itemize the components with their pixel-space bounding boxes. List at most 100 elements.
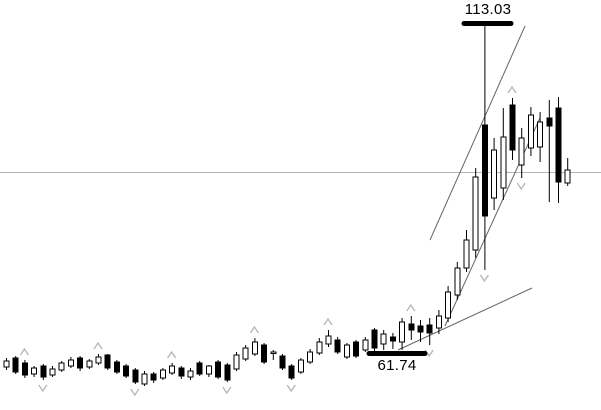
candle (426, 317, 433, 346)
candle (261, 343, 268, 365)
fractal-up-icon (249, 325, 259, 334)
candle-body (353, 341, 360, 357)
candle-body (325, 335, 332, 345)
candle-body (408, 323, 415, 331)
candle (150, 371, 157, 383)
candle-body (178, 367, 185, 377)
fractal-down-icon (38, 384, 48, 393)
candle (408, 316, 415, 341)
fractal-down-icon (222, 386, 232, 395)
candle-body (159, 369, 166, 379)
candle (104, 354, 111, 370)
candle-body (288, 365, 295, 379)
candle-body (343, 344, 350, 358)
candle (399, 317, 406, 350)
candle-body (150, 373, 157, 381)
candle-body (21, 362, 28, 376)
candle (527, 107, 534, 156)
fractal-up-icon (93, 341, 103, 350)
candle-body (187, 370, 194, 378)
candle-body (307, 351, 314, 363)
candle (343, 343, 350, 359)
candle-body (261, 344, 268, 363)
candle-body (316, 341, 323, 354)
candle-body (297, 359, 304, 373)
fractal-down-icon (516, 182, 526, 191)
candle-body (49, 368, 56, 376)
fractal-up-icon (323, 317, 333, 326)
candle-body (251, 341, 258, 355)
candle (564, 157, 571, 186)
candle-body (380, 333, 387, 345)
candle (242, 345, 249, 361)
candle (500, 107, 507, 200)
candle-body (417, 325, 424, 333)
candle-body (86, 360, 93, 368)
candle-body (279, 355, 286, 369)
candle (362, 336, 369, 352)
candle-body (509, 104, 516, 151)
candles-layer (3, 23, 571, 387)
candle-body (104, 354, 111, 369)
candle-body (389, 336, 396, 342)
candle-body (463, 239, 470, 269)
support-trendline[interactable] (397, 287, 533, 351)
candle-body (242, 347, 249, 360)
candle (307, 349, 314, 365)
candle (555, 96, 562, 204)
candle (77, 356, 84, 372)
candle (159, 367, 166, 381)
candle-body (132, 369, 139, 383)
candle-body (40, 365, 47, 378)
candle (67, 356, 74, 368)
candle (58, 360, 65, 372)
high-price-label[interactable]: 113.03 (464, 1, 512, 18)
candle (215, 360, 222, 379)
candle (537, 111, 544, 162)
candle-body (518, 137, 525, 166)
candle-body (371, 329, 378, 349)
candle-body (555, 107, 562, 183)
candle-body (546, 117, 553, 127)
low-price-label[interactable]: 61.74 (377, 357, 417, 374)
candle-body (205, 365, 212, 375)
candle (132, 367, 139, 385)
candle-body (123, 365, 130, 377)
candle-body (481, 124, 488, 217)
candle (3, 358, 10, 370)
candle-body (472, 176, 479, 251)
candle (417, 319, 424, 342)
candle (251, 338, 258, 357)
candle (371, 327, 378, 352)
candle (205, 365, 212, 377)
candle-body (58, 362, 65, 371)
candle (21, 360, 28, 379)
candle (95, 354, 102, 366)
channel-upper-trendline[interactable] (429, 25, 526, 241)
candle-body (77, 357, 84, 369)
candle-body (196, 362, 203, 375)
candle (454, 262, 461, 300)
candle-body (500, 136, 507, 189)
candle-body (491, 149, 498, 199)
candle (288, 364, 295, 381)
candle-body (426, 324, 433, 334)
fractal-down-icon (130, 388, 140, 397)
candle-body (95, 356, 102, 364)
candle (196, 360, 203, 376)
candle (178, 365, 185, 379)
candle-body (141, 373, 148, 385)
candle (435, 310, 442, 335)
candle (353, 340, 360, 359)
candle (445, 286, 452, 322)
candle (481, 23, 488, 271)
fractal-down-icon (479, 274, 489, 283)
candle-body (31, 367, 38, 375)
candle-body (113, 361, 120, 373)
candle (233, 351, 240, 372)
candle (169, 362, 176, 376)
candle (334, 336, 341, 355)
candle (187, 367, 194, 381)
fractal-up-icon (406, 303, 416, 312)
